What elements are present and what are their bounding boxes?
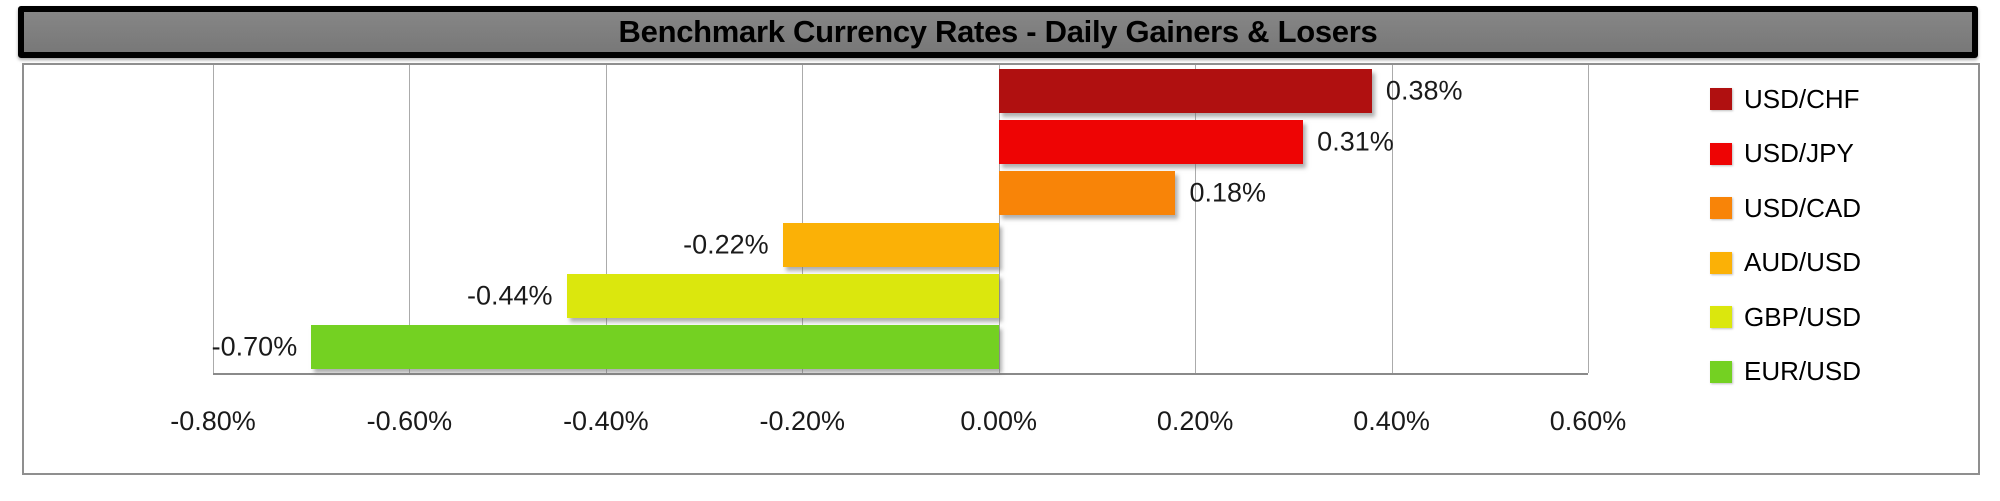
bar-usd-cad [998, 171, 1176, 216]
legend-label-aud-usd: AUD/USD [1744, 247, 1862, 278]
bar-usd-chf [998, 68, 1372, 113]
legend: USD/CHF USD/JPY USD/CAD AUD/USD GBP/USD EUR/U… [1710, 72, 1861, 399]
legend-swatch-usd-cad [1710, 197, 1732, 220]
gridline-0-60- [1588, 65, 1589, 373]
gridline--0-20- [802, 65, 804, 373]
bar-value-label-usd-jpy: 0.31% [1317, 126, 1394, 157]
legend-swatch-usd-chf [1710, 88, 1732, 111]
x-tick-label--0-80-: -0.80% [170, 406, 256, 436]
legend-swatch-aud-usd [1710, 251, 1732, 274]
chart-title-bar: Benchmark Currency Rates - Daily Gainers… [18, 6, 1978, 58]
bar-value-label-usd-cad: 0.18% [1189, 177, 1267, 208]
gridline-0-40- [1391, 65, 1393, 373]
x-tick-label-0-60-: 0.60% [1549, 406, 1627, 436]
legend-item-usd-cad: USD/CAD [1710, 181, 1861, 236]
legend-item-usd-chf: USD/CHF [1710, 72, 1861, 127]
bar-value-label-gbp-usd: -0.44% [467, 280, 553, 311]
x-tick-label-0-00-: 0.00% [960, 406, 1037, 436]
bar-usd-jpy [998, 120, 1304, 164]
bar-value-label-aud-usd: -0.22% [683, 229, 769, 260]
legend-label-gbp-usd: GBP/USD [1744, 301, 1862, 332]
legend-swatch-eur-usd [1710, 360, 1732, 383]
gridline-0-00- [998, 65, 1000, 373]
bar-value-label-usd-chf: 0.38% [1385, 75, 1463, 106]
legend-label-usd-chf: USD/CHF [1744, 83, 1860, 114]
gridline--0-80- [213, 65, 214, 373]
legend-item-usd-jpy: USD/JPY [1710, 127, 1861, 182]
bar-value-label-eur-usd: -0.70% [211, 331, 298, 362]
legend-label-eur-usd: EUR/USD [1744, 356, 1862, 387]
x-tick-label--0-60-: -0.60% [366, 406, 453, 436]
bar-aud-usd [782, 222, 999, 267]
legend-item-eur-usd: EUR/USD [1710, 345, 1861, 400]
legend-item-gbp-usd: GBP/USD [1710, 290, 1861, 345]
gridline--0-40- [605, 65, 607, 373]
x-axis-line [213, 373, 1588, 375]
bar-gbp-usd [566, 274, 999, 318]
legend-swatch-usd-jpy [1710, 142, 1732, 165]
gridline--0-60- [409, 65, 411, 373]
legend-label-usd-jpy: USD/JPY [1744, 138, 1854, 169]
legend-item-aud-usd: AUD/USD [1710, 236, 1861, 291]
plot-area: 0.38% 0.31% 0.18% -0.22% -0.44% -0.70% [211, 65, 1589, 375]
legend-swatch-gbp-usd [1710, 306, 1732, 329]
x-axis-tick-labels: -0.80% -0.60% -0.40% -0.20% 0.00% 0.20% 0.40% 0… [170, 402, 1626, 440]
x-tick-label-0-40-: 0.40% [1353, 406, 1430, 436]
legend-label-usd-cad: USD/CAD [1744, 192, 1862, 223]
x-tick-label--0-20-: -0.20% [759, 406, 846, 436]
chart-title: Benchmark Currency Rates - Daily Gainers… [618, 14, 1378, 49]
gridline-0-20- [1195, 65, 1197, 373]
chart-plot-box: 0.38% 0.31% 0.18% -0.22% -0.44% -0.70% -0.80%… [22, 63, 1980, 475]
bar-eur-usd [311, 325, 999, 370]
x-tick-label-0-20-: 0.20% [1156, 406, 1234, 436]
x-tick-label--0-40-: -0.40% [563, 406, 649, 436]
